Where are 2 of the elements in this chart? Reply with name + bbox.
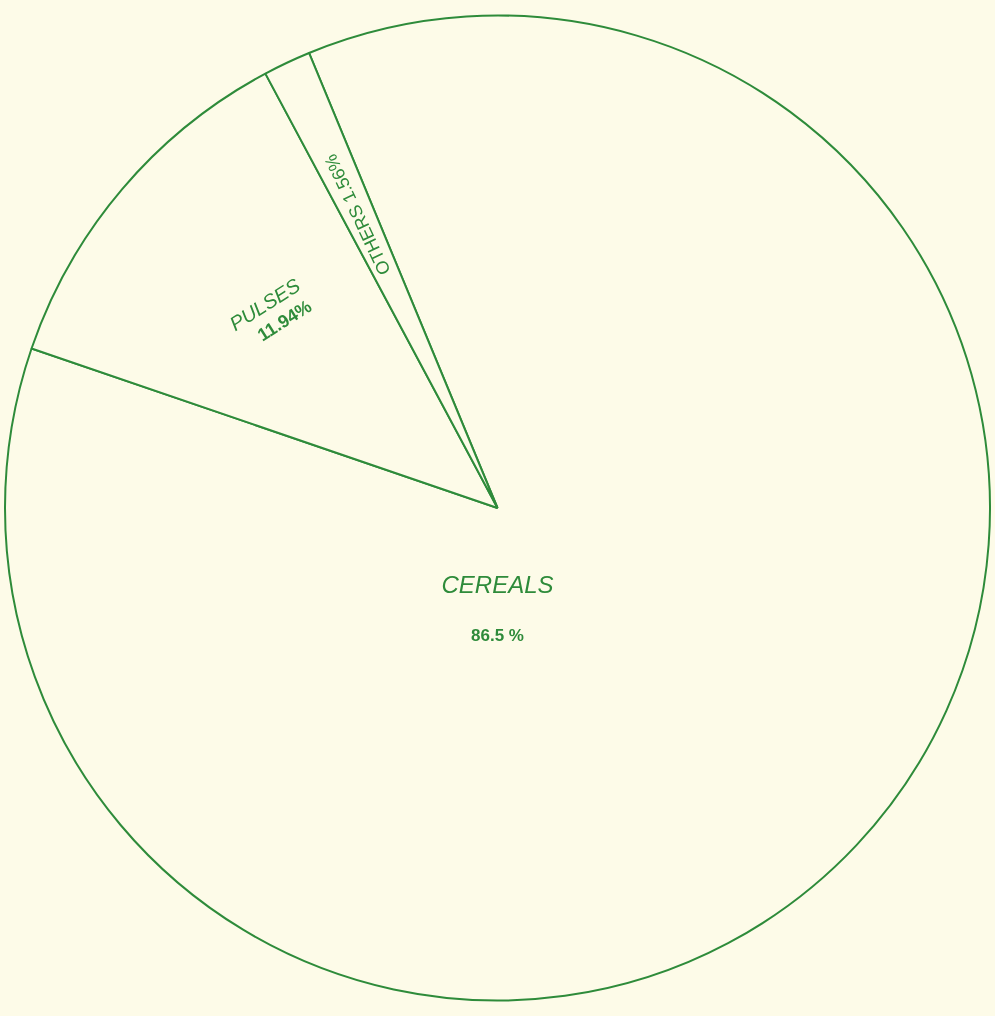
data-label: 86.5 %	[471, 626, 524, 646]
slice-label: CEREALS	[441, 571, 554, 599]
